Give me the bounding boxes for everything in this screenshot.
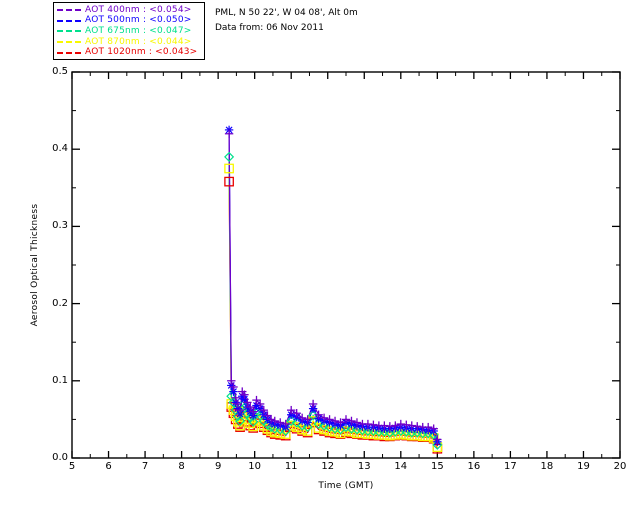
y-tick-label-0.3: 0.3 [52, 220, 68, 232]
marker-diamond [313, 418, 324, 430]
x-tick-label-12: 12 [321, 461, 335, 472]
chart-title-location: PML, N 50 22', W 04 08', Alt 0m [215, 8, 358, 18]
marker-asterisk [230, 388, 237, 396]
marker-square [224, 163, 234, 174]
legend-item-aot-675nm: AOT 675nm : <0.047> [54, 26, 204, 37]
x-tick-label-8: 8 [178, 461, 185, 472]
x-tick-label-6: 6 [105, 461, 112, 472]
marker-square [224, 176, 234, 187]
marker-square [302, 426, 313, 436]
x-tick-label-13: 13 [357, 461, 371, 472]
legend-label-870nm: AOT 870nm : <0.044> [85, 36, 192, 47]
y-tick-label-0.4: 0.4 [52, 143, 68, 155]
marker-asterisk [240, 395, 248, 403]
legend-dash-870nm [57, 41, 81, 44]
x-tick-label-9: 9 [214, 461, 222, 472]
legend-label-675nm: AOT 675nm : <0.047> [85, 25, 192, 36]
legend-item-aot-870nm: AOT 870nm : <0.044> [54, 37, 204, 48]
x-tick-label-15: 15 [430, 461, 444, 472]
legend-label-400nm: AOT 400nm : <0.054> [85, 4, 192, 15]
legend-label-500nm: AOT 500nm : <0.050> [85, 15, 192, 26]
legend-dash-500nm [57, 19, 81, 22]
x-tick-label-19: 19 [577, 461, 590, 472]
marker-asterisk [260, 411, 268, 419]
legend-label-1020nm: AOT 1020nm : <0.043> [85, 47, 198, 58]
marker-diamond [235, 415, 246, 426]
chart-title-date: Data from: 06 Nov 2011 [215, 23, 324, 33]
marker-asterisk [256, 405, 264, 413]
marker-diamond [248, 416, 259, 427]
legend-item-aot-1020nm: AOT 1020nm : <0.043> [54, 47, 204, 58]
x-tick-label-5: 5 [68, 461, 76, 472]
x-tick-label-18: 18 [540, 461, 554, 472]
marker-asterisk [309, 405, 317, 413]
x-axis-label: Time (GMT) [318, 481, 374, 491]
x-tick-label-16: 16 [467, 461, 481, 472]
legend-dash-400nm [57, 9, 81, 12]
marker-diamond [224, 151, 235, 162]
x-tick-label-20: 20 [613, 461, 627, 472]
plot-frame [71, 71, 621, 459]
marker-square [235, 420, 245, 431]
legend-box: AOT 400nm : <0.054> AOT 500nm : <0.050> … [53, 2, 205, 60]
series-line-aot-400nm [228, 133, 438, 440]
x-tick-label-14: 14 [394, 461, 408, 472]
x-tick-label-11: 11 [284, 461, 298, 472]
x-tick-label-17: 17 [504, 461, 517, 472]
y-tick-label-0.1: 0.1 [52, 374, 68, 386]
legend-item-aot-400nm: AOT 400nm : <0.054> [54, 5, 204, 16]
legend-dash-675nm [57, 30, 81, 33]
x-tick-label-7: 7 [141, 461, 149, 472]
x-tick-label-10: 10 [248, 461, 262, 472]
y-tick-label-0: 0.0 [52, 452, 68, 463]
legend-item-aot-500nm: AOT 500nm : <0.050> [54, 16, 204, 27]
chart-title-block: PML, N 50 22', W 04 08', Alt 0m Data fro… [215, 6, 358, 36]
y-axis-label: Aerosol Optical Thickness [30, 203, 40, 327]
y-tick-label-0.5: 0.5 [52, 66, 68, 77]
marker-square [291, 422, 302, 432]
marker-square [248, 421, 259, 432]
series-line-aot-500nm [228, 129, 438, 442]
y-tick-label-0.2: 0.2 [52, 297, 68, 309]
legend-dash-1020nm [57, 51, 81, 54]
marker-diamond [432, 439, 443, 450]
